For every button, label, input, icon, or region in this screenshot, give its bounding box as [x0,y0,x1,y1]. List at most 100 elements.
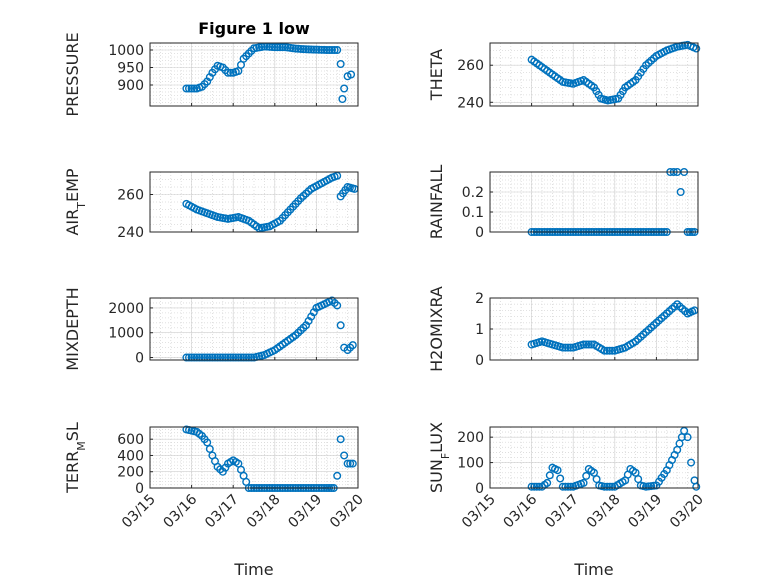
data-point [535,482,544,491]
data-point [340,451,349,460]
data-point [309,45,318,54]
y-axis-label: RAINFALL [427,165,446,240]
data-point [195,353,204,362]
data-point [592,475,601,484]
data-point [231,353,240,362]
y-axis-label: H2OMIXRA [427,286,446,372]
data-point [242,353,251,362]
x-axis-label: Time [233,560,273,579]
data-point [276,43,285,52]
data-point [608,482,617,491]
data-point [315,45,324,54]
data-point [299,45,308,54]
subplot-bottom-right: 0 100 200 03/15 03/16 03/17 03/18 03/19 03/20 SUN… [427,422,707,579]
data-point [268,43,277,52]
axes-box [149,171,359,233]
data-point [582,340,591,349]
data-point [182,84,191,93]
data-point [579,340,588,349]
data-point [184,84,193,93]
data-point [270,43,279,52]
data-point [247,353,256,362]
data-point [566,482,575,491]
data-point [226,68,235,77]
data-point [564,482,573,491]
data-point [558,343,567,352]
data-point [239,353,248,362]
data-point [676,187,685,196]
data-point [213,353,222,362]
y-tick-label: 600 [117,432,144,448]
y-tick-label: 240 [117,225,144,241]
series-markers [527,426,701,491]
series-markers [527,300,699,355]
data-point [692,482,701,491]
data-point [208,353,217,362]
subplot-middle-left-1: 240 260 AIRTEMP [63,168,359,241]
plot-area [490,43,698,106]
data-point [330,46,339,55]
data-point [579,478,588,487]
data-point [605,482,614,491]
data-point [631,468,640,477]
y-tick-label: 0 [475,481,484,497]
data-point [333,301,342,310]
data-point [346,459,355,468]
data-point [304,45,313,54]
data-point [182,353,191,362]
data-point [312,45,321,54]
data-point [187,84,196,93]
x-tick-label: 03/20 [327,492,367,532]
data-point [184,353,193,362]
x-tick-label: 03/18 [244,492,284,532]
data-point [527,482,536,491]
data-point [278,43,287,52]
y-axis-label: SUNFLUX [427,422,452,493]
data-point [197,353,206,362]
data-point [566,343,575,352]
data-point [683,433,692,442]
y-tick-label: 0.2 [462,185,484,201]
data-point [587,340,596,349]
y-tick-label: 0 [135,351,144,367]
x-tick-label: 03/17 [542,492,582,532]
data-point [600,482,609,491]
data-point [582,471,591,480]
x-tick-label: 03/16 [161,491,201,531]
data-point [333,46,342,55]
y-tick-label: 200 [117,465,144,481]
data-point [564,343,573,352]
y-tick-label: 260 [117,188,144,204]
series-markers [182,296,357,362]
data-point [584,340,593,349]
figure-title: Figure 1 low [198,19,310,38]
data-point [216,353,225,362]
data-point [236,353,245,362]
data-point [322,46,331,55]
data-point [226,353,235,362]
data-point [307,45,316,54]
y-axis-label: MIXDEPTH [63,287,82,370]
data-point [687,458,696,467]
data-point [561,343,570,352]
data-point [190,84,199,93]
data-point [229,353,238,362]
data-point [265,42,274,51]
data-point [203,438,212,447]
data-point [543,478,552,487]
series-markers [182,171,359,233]
data-point [338,94,347,103]
x-tick-label: 03/16 [501,491,541,531]
series-markers [527,40,701,105]
data-point [203,353,212,362]
data-point [187,353,196,362]
data-point [608,346,617,355]
x-axis-label: Time [573,560,613,579]
axes-box [489,297,699,361]
y-tick-label: 0 [135,481,144,497]
data-point [223,353,232,362]
data-point [561,482,570,491]
data-point [605,346,614,355]
x-tick-label: 03/15 [119,492,159,532]
y-tick-label: 1000 [108,326,144,342]
